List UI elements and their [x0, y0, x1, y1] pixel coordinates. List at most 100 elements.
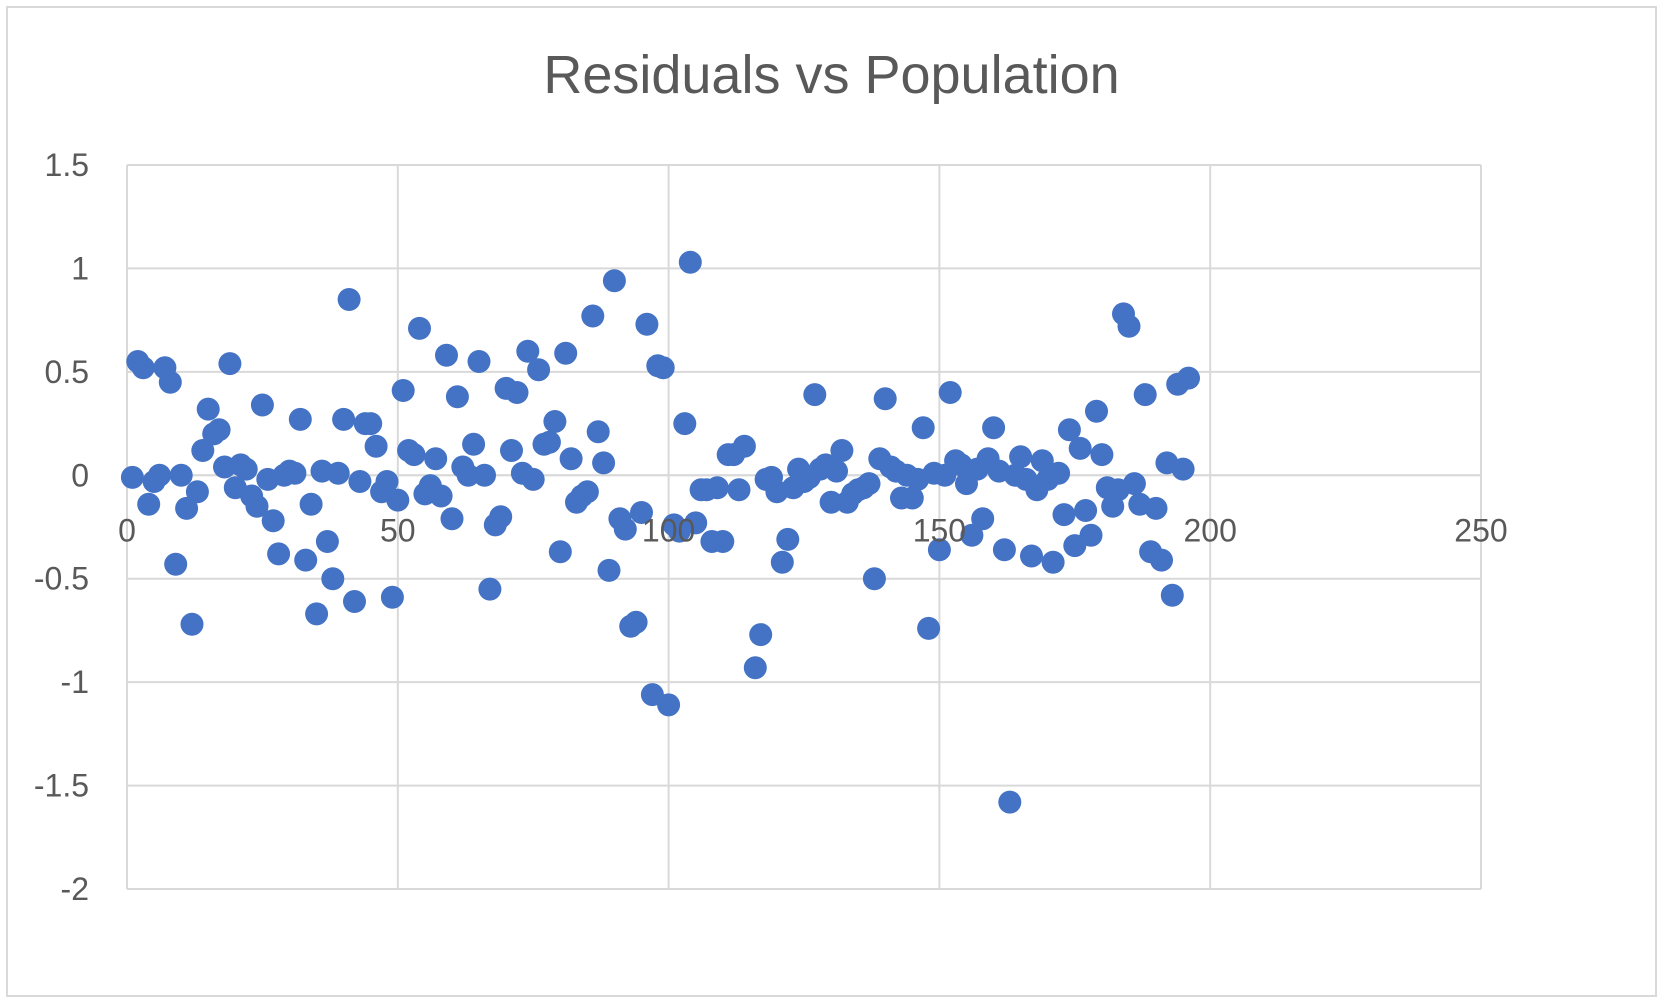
data-point [131, 356, 155, 380]
data-point [1020, 544, 1043, 568]
data-point [250, 393, 274, 417]
data-point [998, 790, 1022, 814]
data-point [1085, 399, 1108, 423]
data-point [938, 381, 962, 404]
data-point [592, 451, 616, 475]
data-point [185, 480, 209, 504]
data-point [180, 612, 204, 636]
data-point [375, 470, 399, 493]
axes [126, 165, 1481, 889]
data-point [158, 370, 182, 394]
data-point [770, 550, 794, 574]
data-point [299, 492, 323, 516]
x-tick-label: 100 [642, 512, 695, 548]
y-tick-label: 0 [71, 457, 89, 493]
y-tick-label: -1.5 [34, 768, 89, 804]
data-point [1079, 523, 1103, 547]
data-point [597, 558, 621, 582]
data-point [971, 507, 995, 531]
data-point [164, 552, 188, 576]
data-point [581, 304, 605, 328]
data-point [315, 530, 339, 553]
data-point [1074, 499, 1098, 522]
data-point [613, 517, 637, 541]
data-point [191, 439, 215, 462]
data-point [337, 288, 361, 311]
data-point [386, 488, 410, 512]
data-point [678, 250, 702, 274]
gridlines [127, 164, 1482, 890]
data-point [624, 610, 648, 634]
data-point [137, 492, 161, 516]
data-point [505, 381, 529, 404]
data-point [657, 693, 681, 717]
data-point [294, 548, 318, 572]
data-point [743, 656, 767, 680]
data-point [305, 602, 329, 626]
data-point [711, 530, 735, 553]
data-point [537, 430, 561, 454]
data-point [478, 577, 502, 601]
data-point [391, 379, 415, 402]
data-point [527, 358, 551, 382]
data-point [402, 443, 426, 467]
data-point [1160, 583, 1184, 607]
data-point [267, 542, 291, 566]
data-point [602, 269, 626, 293]
x-tick-label: 50 [380, 512, 416, 548]
data-point [857, 472, 881, 496]
data-point [705, 476, 729, 500]
data-point [1177, 366, 1200, 390]
data-point [862, 567, 886, 591]
data-point [500, 439, 523, 462]
data-point [825, 459, 848, 483]
data-point [408, 316, 431, 340]
data-points [120, 250, 1200, 814]
data-point [516, 339, 540, 363]
data-point [776, 527, 800, 551]
data-point [1057, 418, 1081, 442]
data-point [960, 523, 984, 547]
data-point [234, 457, 258, 481]
data-point [456, 463, 480, 487]
data-point [911, 416, 935, 440]
y-tick-label: -2 [61, 871, 89, 907]
y-tick-label: 0.5 [45, 354, 89, 390]
data-point [900, 486, 924, 510]
data-point [575, 480, 599, 504]
y-tick-label: -0.5 [34, 561, 89, 597]
data-point [732, 434, 756, 458]
data-point [261, 509, 285, 533]
data-point [1052, 503, 1076, 527]
data-point [196, 397, 220, 421]
data-point [830, 439, 854, 462]
data-point [635, 312, 659, 336]
data-point [1041, 550, 1065, 574]
data-point [1150, 548, 1173, 572]
data-point [1030, 449, 1054, 473]
x-tick-label: 0 [118, 512, 136, 548]
data-point [586, 420, 610, 444]
data-point [326, 461, 350, 485]
data-point [673, 412, 697, 436]
x-tick-label: 200 [1184, 512, 1237, 548]
data-point [120, 465, 144, 489]
data-point [1047, 461, 1071, 485]
y-tick-label: 1.5 [45, 147, 89, 183]
data-point [435, 343, 458, 367]
data-point [1122, 472, 1146, 496]
data-point [359, 412, 383, 436]
data-point [283, 461, 307, 485]
data-point [364, 434, 388, 458]
data-point [1171, 457, 1195, 481]
data-point [521, 467, 545, 491]
data-point [727, 478, 751, 502]
y-tick-labels: 1.5 1 0.5 0 -0.5 -1 -1.5 -2 [34, 147, 89, 907]
data-point [819, 490, 843, 514]
data-point [462, 432, 486, 456]
data-point [207, 418, 231, 442]
data-point [245, 494, 269, 518]
data-point [424, 447, 448, 471]
x-tick-label: 150 [913, 512, 966, 548]
